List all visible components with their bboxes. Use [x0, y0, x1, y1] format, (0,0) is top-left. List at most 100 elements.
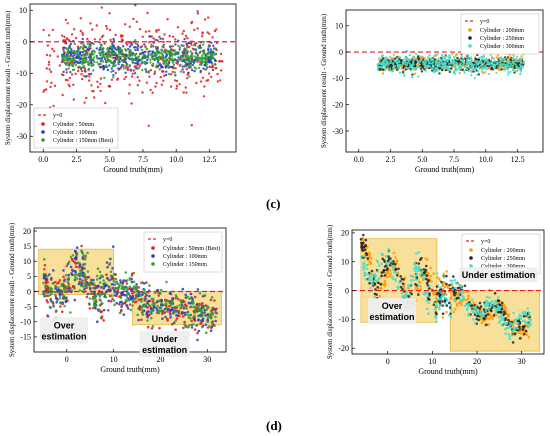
data-point-2	[82, 46, 85, 49]
data-point-2	[505, 327, 509, 330]
data-point-1	[148, 294, 151, 298]
data-point-2	[453, 64, 456, 68]
data-point-2	[408, 65, 412, 68]
data-point-2	[186, 54, 189, 57]
data-point-2	[413, 269, 417, 273]
data-point-1	[464, 57, 467, 61]
data-point-2	[59, 302, 63, 305]
data-point-2	[175, 295, 178, 299]
data-point-1	[440, 280, 443, 284]
data-point-0	[175, 79, 179, 83]
data-point-1	[147, 53, 150, 57]
data-point-0	[68, 85, 71, 88]
data-point-2	[446, 299, 449, 302]
data-point-2	[415, 273, 418, 276]
data-point-0	[150, 43, 153, 46]
data-point-0	[110, 277, 114, 280]
data-point-2	[149, 53, 153, 56]
data-point-2	[210, 321, 213, 324]
data-point-2	[467, 66, 471, 70]
data-point-2	[473, 306, 476, 310]
data-point-2	[144, 69, 148, 73]
data-point-2	[416, 60, 419, 63]
data-point-0	[195, 81, 198, 85]
data-point-1	[181, 287, 185, 291]
data-point-2	[459, 62, 462, 65]
data-point-1	[478, 307, 482, 310]
data-point-0	[179, 306, 183, 310]
data-point-0	[96, 85, 100, 89]
data-point-2	[111, 52, 114, 55]
data-point-2	[110, 274, 113, 278]
data-point-2	[398, 56, 402, 59]
data-point-0	[114, 71, 117, 75]
data-point-1	[169, 292, 173, 296]
data-point-2	[82, 253, 85, 257]
data-point-2	[438, 62, 441, 66]
data-point-2	[209, 57, 213, 61]
data-point-2	[384, 56, 387, 60]
data-point-2	[370, 278, 373, 282]
data-point-0	[63, 35, 66, 39]
data-point-1	[204, 323, 208, 327]
data-point-1	[65, 68, 68, 71]
data-point-0	[455, 53, 459, 56]
data-point-2	[49, 287, 53, 290]
data-point-2	[189, 64, 193, 67]
data-point-2	[441, 62, 445, 66]
data-point-2	[214, 315, 217, 319]
data-point-1	[111, 286, 114, 290]
data-point-0	[177, 298, 180, 301]
data-point-2	[482, 54, 485, 57]
data-point-2	[499, 61, 502, 64]
data-point-0	[163, 33, 166, 36]
legend-marker	[41, 130, 45, 134]
data-point-2	[67, 51, 70, 55]
data-point-1	[119, 281, 123, 284]
data-point-2	[466, 58, 469, 61]
data-point-2	[141, 281, 145, 284]
data-point-2	[180, 54, 183, 58]
data-point-1	[84, 75, 87, 78]
data-point-0	[174, 328, 177, 332]
data-point-2	[194, 308, 197, 312]
data-point-2	[435, 272, 439, 275]
data-point-2	[66, 280, 69, 284]
annotation-text: Over	[54, 320, 75, 330]
data-point-0	[182, 29, 185, 33]
data-point-1	[170, 308, 174, 312]
data-point-2	[462, 62, 466, 65]
data-point-2	[451, 279, 454, 283]
data-point-0	[150, 327, 154, 330]
data-point-2	[479, 310, 483, 314]
data-point-2	[79, 66, 83, 70]
points-layer	[376, 45, 526, 80]
data-point-1	[396, 274, 399, 277]
data-point-2	[164, 300, 168, 303]
data-point-2	[450, 62, 454, 65]
data-point-2	[422, 292, 425, 295]
data-point-2	[174, 51, 178, 54]
data-point-2	[500, 323, 504, 327]
data-point-2	[528, 311, 531, 315]
data-point-0	[80, 73, 83, 76]
data-point-0	[99, 82, 102, 86]
data-point-2	[114, 52, 118, 56]
data-point-2	[168, 55, 172, 58]
data-point-1	[193, 69, 196, 73]
data-point-2	[165, 307, 168, 310]
data-point-0	[199, 322, 202, 325]
data-point-2	[112, 299, 116, 302]
data-point-2	[62, 294, 66, 298]
data-point-2	[86, 53, 89, 56]
data-point-2	[83, 65, 86, 68]
data-point-0	[56, 55, 59, 58]
data-point-2	[141, 69, 144, 72]
data-point-2	[499, 305, 503, 309]
data-point-1	[125, 303, 128, 307]
data-point-1	[71, 269, 74, 273]
data-point-2	[88, 303, 91, 306]
x-tick-label: 12.5	[511, 155, 525, 164]
data-point-2	[440, 55, 444, 58]
